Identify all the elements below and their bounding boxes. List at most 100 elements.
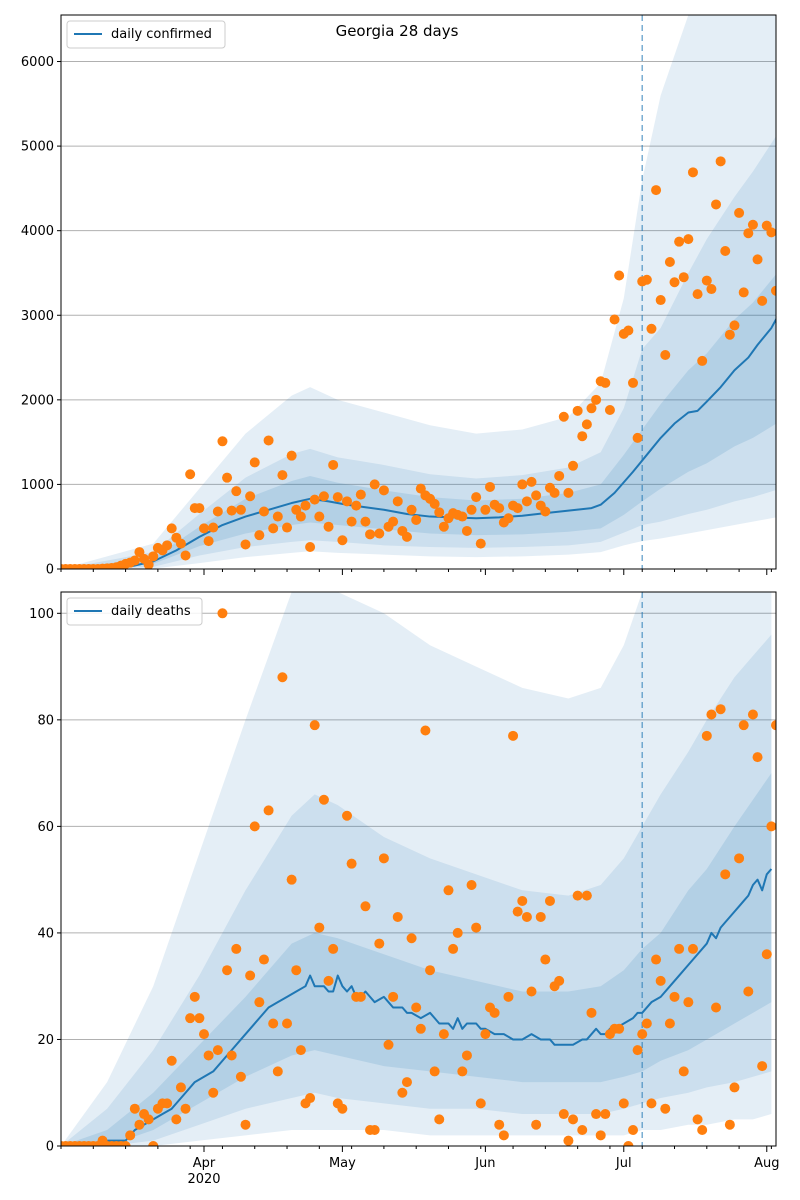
deaths-point xyxy=(166,1055,177,1066)
confirmed-point xyxy=(623,325,634,336)
deaths-point xyxy=(452,927,463,938)
confirmed-point xyxy=(392,496,403,507)
confirmed-point xyxy=(222,472,233,483)
deaths-point xyxy=(388,991,399,1002)
confirmed-point xyxy=(369,479,380,490)
confirmed-point xyxy=(235,504,246,515)
x-tick-sublabel: 2020 xyxy=(187,1172,220,1187)
deaths-point xyxy=(175,1082,186,1093)
deaths-point xyxy=(632,1045,643,1056)
deaths-point xyxy=(438,1029,449,1040)
deaths-point xyxy=(503,991,514,1002)
deaths-point xyxy=(189,991,200,1002)
confirmed-point xyxy=(305,542,316,553)
confirmed-point xyxy=(318,491,329,502)
x-tick-label: Jun xyxy=(474,1156,495,1171)
deaths-point xyxy=(535,911,546,922)
confirmed-point xyxy=(747,219,758,230)
deaths-point xyxy=(199,1029,209,1040)
confirmed-point xyxy=(604,404,615,415)
deaths-point xyxy=(508,730,519,741)
deaths-point xyxy=(743,986,754,997)
confirmed-y-tick-label: 4000 xyxy=(21,224,54,239)
confirmed-point xyxy=(175,538,186,549)
deaths-point xyxy=(249,821,260,832)
deaths-point xyxy=(637,1029,648,1040)
confirmed-point xyxy=(766,227,776,238)
confirmed-gridlines xyxy=(61,61,776,570)
confirmed-point xyxy=(674,236,685,247)
deaths-point xyxy=(711,1002,722,1013)
confirmed-point xyxy=(328,459,339,470)
deaths-point xyxy=(568,1114,579,1125)
deaths-point xyxy=(240,1119,251,1130)
deaths-point xyxy=(461,1050,472,1061)
deaths-uncertainty-bands xyxy=(61,592,772,1146)
deaths-point xyxy=(360,901,371,912)
deaths-point xyxy=(277,672,288,683)
confirmed-point xyxy=(249,457,260,468)
deaths-point xyxy=(544,895,555,906)
deaths-mean-line xyxy=(61,868,773,1146)
confirmed-point xyxy=(729,320,740,331)
confirmed-point xyxy=(600,377,611,388)
deaths-point xyxy=(429,1066,440,1077)
deaths-legend: daily deaths xyxy=(66,597,203,626)
confirmed-legend: daily confirmed xyxy=(66,20,226,49)
deaths-point xyxy=(766,821,776,832)
deaths-point xyxy=(378,853,389,864)
deaths-point xyxy=(272,1066,283,1077)
deaths-points xyxy=(61,608,776,1146)
deaths-point xyxy=(678,1066,689,1077)
confirmed-point xyxy=(282,522,293,533)
deaths-point xyxy=(217,608,228,619)
deaths-point xyxy=(572,890,583,901)
deaths-point xyxy=(466,879,477,890)
deaths-point xyxy=(586,1007,597,1018)
confirmed-point xyxy=(628,377,638,388)
x-tick-label: Aug xyxy=(754,1156,779,1171)
confirmed-point xyxy=(388,516,399,527)
confirmed-point xyxy=(494,503,505,514)
deaths-point xyxy=(660,1103,671,1114)
confirmed-point xyxy=(485,481,495,492)
confirmed-point xyxy=(572,405,583,416)
confirmed-point xyxy=(314,511,325,522)
confirmed-chart: 0 1000 2000 3000 4000 5000 6000 Georgia 28 day… xyxy=(21,14,777,578)
confirmed-point xyxy=(503,513,514,524)
deaths-y-tick-label: 40 xyxy=(37,926,54,941)
confirmed-point xyxy=(332,492,343,503)
deaths-point xyxy=(471,922,482,933)
deaths-point xyxy=(761,949,772,960)
confirmed-point xyxy=(581,419,592,430)
confirmed-point xyxy=(475,538,486,549)
confirmed-point xyxy=(734,207,745,218)
deaths-point xyxy=(623,1141,634,1146)
deaths-point xyxy=(185,1013,196,1024)
deaths-point xyxy=(674,943,685,954)
confirmed-point xyxy=(678,272,689,283)
confirmed-point xyxy=(711,199,722,210)
confirmed-point xyxy=(457,511,468,522)
x-tick-label: May xyxy=(329,1156,356,1171)
confirmed-point xyxy=(568,460,579,471)
deaths-point xyxy=(254,997,265,1008)
confirmed-point xyxy=(757,295,768,306)
confirmed-point xyxy=(651,185,662,196)
deaths-point xyxy=(448,943,459,954)
x-tick-label: Apr xyxy=(193,1156,216,1171)
deaths-point xyxy=(531,1119,542,1130)
deaths-point xyxy=(162,1098,173,1109)
confirmed-point xyxy=(724,329,735,340)
deaths-point xyxy=(701,730,712,741)
deaths-point xyxy=(563,1135,574,1146)
deaths-point xyxy=(222,965,233,976)
confirmed-point xyxy=(771,285,776,296)
confirmed-point xyxy=(286,450,297,461)
confirmed-point xyxy=(683,234,694,245)
deaths-y-tick-label: 60 xyxy=(37,820,54,835)
deaths-point xyxy=(443,885,454,896)
deaths-point xyxy=(526,986,537,997)
